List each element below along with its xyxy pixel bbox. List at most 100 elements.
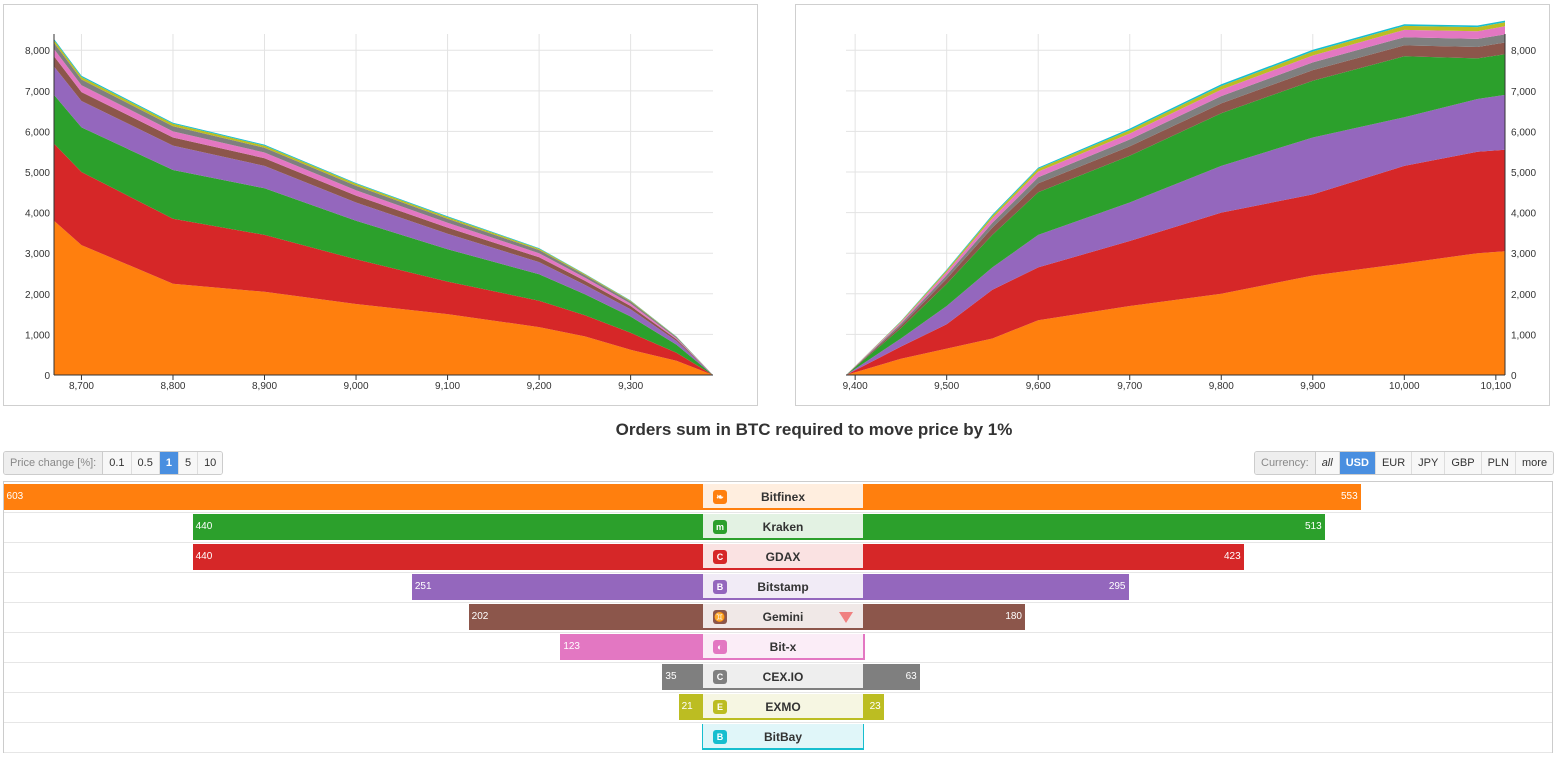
exchange-underline <box>703 508 863 510</box>
exchange-name: Bitfinex <box>760 490 805 504</box>
y-tick-label: 2,000 <box>1511 290 1536 301</box>
exchange-label-gdax[interactable]: C GDAX <box>703 544 863 570</box>
x-tick-label: 9,200 <box>527 381 552 392</box>
x-tick-label: 10,100 <box>1481 381 1512 392</box>
ask-value-label: 180 <box>1005 611 1022 622</box>
ask-bar[interactable]: 423 <box>863 544 1244 570</box>
x-tick-label: 8,700 <box>69 381 94 392</box>
bid-bar[interactable]: 603 <box>3 484 703 510</box>
price-change-option-10[interactable]: 10 <box>198 452 223 474</box>
bids-depth-chart: 0 1,000 2,000 3,000 4,000 5,000 6,000 7,000 8,00… <box>3 4 758 406</box>
gemini-icon: ♊ <box>713 610 727 624</box>
ask-value-label: 2 <box>856 641 862 652</box>
asks-depth-svg: 0 1,000 2,000 3,000 4,000 5,000 6,000 7,000 8,00… <box>843 20 1536 392</box>
y-tick-label: 6,000 <box>25 127 50 138</box>
exchange-row: 251 295 B Bitstamp <box>4 572 1552 603</box>
bid-bar[interactable]: 21 <box>678 694 703 720</box>
bitx-icon: ◐ <box>713 640 727 654</box>
currency-option-eur[interactable]: EUR <box>1375 452 1413 474</box>
leaf-icon: ❧ <box>713 490 727 504</box>
ask-bar[interactable]: 553 <box>863 484 1361 510</box>
x-tick-label: 9,000 <box>344 381 369 392</box>
y-tick-label: 0 <box>1511 371 1517 382</box>
x-tick-label: 9,500 <box>934 381 959 392</box>
bid-value-label: 35 <box>665 671 677 682</box>
bid-bar[interactable]: 440 <box>192 514 703 540</box>
ask-value-label: 423 <box>1224 551 1241 562</box>
exchange-name: Kraken <box>762 520 804 534</box>
coinbase-c-icon: C <box>713 550 727 564</box>
exchange-underline <box>703 688 863 690</box>
y-tick-label: 8,000 <box>1511 46 1536 57</box>
ask-bar[interactable]: 2 <box>856 634 865 660</box>
bid-value-label: 202 <box>471 611 489 622</box>
x-tick-label: 9,300 <box>618 381 643 392</box>
exchange-row: B BitBay <box>4 722 1552 753</box>
exchange-label-bit-x[interactable]: ◐ Bit-x <box>703 634 863 660</box>
price-change-option-0-1[interactable]: 0.1 <box>103 452 132 474</box>
currency-option-more[interactable]: more <box>1516 452 1554 474</box>
bid-bar[interactable]: 251 <box>411 574 703 600</box>
exchange-row: 35 63 C CEX.IO <box>4 662 1552 693</box>
area-gdax <box>846 149 1505 375</box>
y-tick-label: 4,000 <box>25 209 50 220</box>
bid-bar[interactable]: 123 <box>560 634 703 660</box>
y-tick-label: 7,000 <box>25 87 50 98</box>
currency-option-jpy[interactable]: JPY <box>1412 452 1446 474</box>
ask-bar[interactable]: 23 <box>863 694 884 720</box>
x-tick-label: 9,800 <box>1209 381 1234 392</box>
y-tick-label: 4,000 <box>1511 209 1536 220</box>
kraken-icon: m <box>713 520 727 534</box>
exchange-label-gemini[interactable]: ♊ Gemini <box>703 604 863 630</box>
exchange-underline <box>703 568 863 570</box>
bid-bar[interactable]: 440 <box>192 544 703 570</box>
currency-option-all[interactable]: all <box>1315 452 1340 474</box>
exchange-row: 603 553 ❧ Bitfinex <box>3 482 1552 513</box>
currency-option-usd[interactable]: USD <box>1339 452 1376 474</box>
bid-bar[interactable]: 202 <box>468 604 703 630</box>
bid-value-label: 251 <box>414 581 432 592</box>
exchange-row: 440 513 m Kraken <box>4 512 1552 543</box>
y-tick-label: 3,000 <box>1511 249 1536 260</box>
exchange-name: BitBay <box>763 730 802 744</box>
exchange-row: 21 23 E EXMO <box>4 692 1552 723</box>
currency-option-pln[interactable]: PLN <box>1481 452 1516 474</box>
exchange-name: Bitstamp <box>757 580 809 594</box>
exchange-name: Bit-x <box>769 640 797 654</box>
area-bitstamp <box>54 66 713 375</box>
bitbay-icon: B <box>713 730 727 744</box>
exchange-label-bitstamp[interactable]: B Bitstamp <box>703 574 863 600</box>
exchange-label-bitbay[interactable]: B BitBay <box>703 724 863 750</box>
ask-value-label: 553 <box>1341 491 1358 502</box>
area-kraken <box>54 94 713 376</box>
exchange-name: EXMO <box>765 700 801 714</box>
ask-bar[interactable]: 295 <box>863 574 1129 600</box>
exchange-underline <box>703 628 863 630</box>
exchange-label-kraken[interactable]: m Kraken <box>703 514 863 540</box>
bid-value-label: 440 <box>195 551 213 562</box>
x-tick-label: 9,700 <box>1117 381 1142 392</box>
ask-bar[interactable]: 180 <box>863 604 1025 630</box>
exchange-underline <box>703 598 863 600</box>
currency-option-gbp[interactable]: GBP <box>1445 452 1482 474</box>
price-change-option-5[interactable]: 5 <box>178 452 199 474</box>
ask-bar[interactable]: 63 <box>863 664 920 690</box>
bid-bar[interactable] <box>701 724 703 750</box>
exchange-label-cex-io[interactable]: C CEX.IO <box>703 664 863 690</box>
y-tick-label: 1,000 <box>1511 330 1536 341</box>
price-change-label: Price change [%]: <box>4 452 104 474</box>
ask-bar[interactable] <box>863 724 864 750</box>
price-change-option-0-5[interactable]: 0.5 <box>131 452 160 474</box>
exchange-label-exmo[interactable]: E EXMO <box>703 694 863 720</box>
ask-bar[interactable]: 513 <box>863 514 1325 540</box>
triangle-down-icon[interactable] <box>839 612 853 623</box>
exchange-name: GDAX <box>765 550 801 564</box>
y-tick-label: 5,000 <box>1511 168 1536 179</box>
exmo-icon: E <box>713 700 727 714</box>
bid-bar[interactable]: 35 <box>662 664 703 690</box>
price-change-option-1[interactable]: 1 <box>159 452 179 474</box>
bid-value-label: 440 <box>195 521 213 532</box>
currency-label: Currency: <box>1255 452 1316 474</box>
exchange-label-bitfinex[interactable]: ❧ Bitfinex <box>703 484 863 510</box>
y-tick-label: 6,000 <box>1511 127 1536 138</box>
